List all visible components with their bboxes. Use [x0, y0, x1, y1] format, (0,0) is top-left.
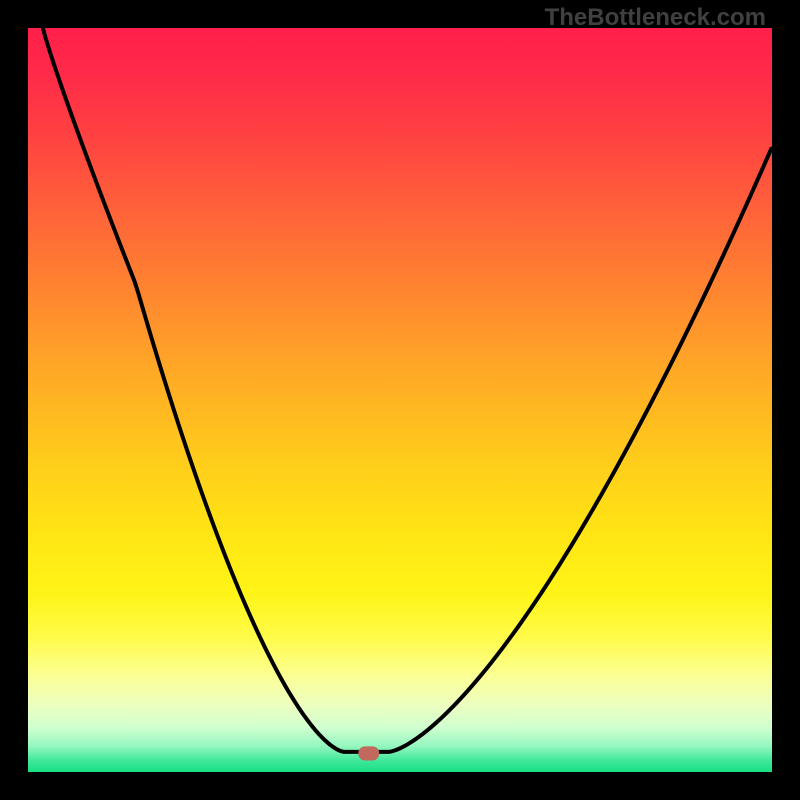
watermark-label: TheBottleneck.com — [545, 4, 766, 32]
optimum-marker — [358, 746, 379, 760]
outer-frame: TheBottleneck.com — [0, 0, 800, 800]
gradient-background — [28, 28, 772, 772]
plot-area — [28, 28, 772, 772]
chart-svg — [28, 28, 772, 772]
